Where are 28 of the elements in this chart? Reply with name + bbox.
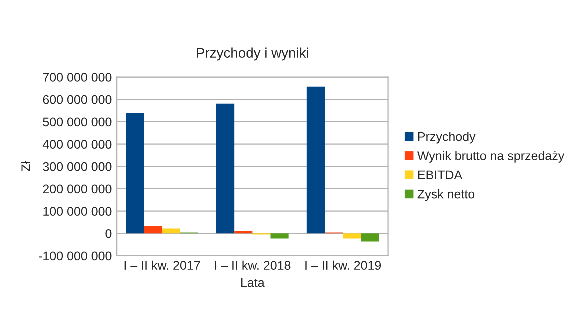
bar [126,113,144,234]
y-tick-label: -100 000 000 [39,252,112,261]
legend-label: Zysk netto [418,190,475,202]
x-tick-label: I – II kw. 2019 [306,260,382,270]
bar [216,104,235,234]
chart-title: Przychody i wyniki [197,48,308,61]
y-tick-label: 200 000 000 [43,184,112,194]
y-tick-label: 700 000 000 [43,73,112,82]
y-tick-label: 0 [106,229,112,238]
legend-label: EBITDA [418,170,463,180]
y-tick-label: 400 000 000 [42,140,112,149]
y-axis-title: Zł [21,162,30,172]
bar [162,228,180,234]
legend-label: Przychody [418,132,476,144]
x-axis-title: Lata [242,278,265,288]
bar [234,230,253,234]
bar [144,226,162,234]
y-tick-label: 300 000 000 [43,162,112,172]
bar [361,234,380,242]
y-tick-label: 500 000 000 [43,118,112,127]
y-tick-label: 100 000 000 [44,207,112,216]
bar [270,234,289,239]
x-tick-label: I – II kw. 2017 [124,260,200,270]
bar [343,234,362,239]
legend-label: Wynik brutto na sprzedaży [418,151,565,163]
bar [306,86,325,234]
y-tick-label: 600 000 000 [43,95,112,104]
x-tick-label: I – II kw. 2018 [215,260,291,270]
